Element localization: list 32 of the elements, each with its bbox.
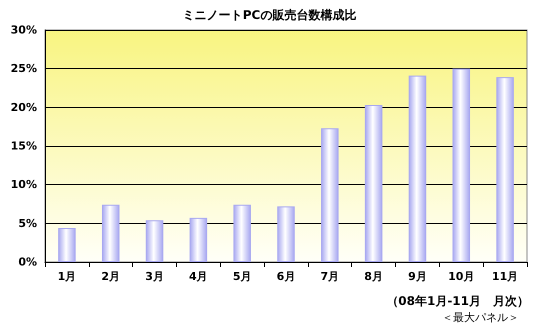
- x-tick-label: 9月: [408, 270, 427, 283]
- x-tick-label: 7月: [320, 270, 340, 283]
- bar: [190, 218, 208, 262]
- bar: [321, 128, 339, 262]
- bar: [496, 77, 514, 262]
- y-tick-label: 10%: [10, 178, 37, 192]
- bar: [58, 228, 76, 262]
- bar: [146, 220, 164, 262]
- y-tick-label: 0%: [18, 256, 37, 268]
- text: （08年1月-11月 月次）: [386, 294, 530, 308]
- bar: [364, 105, 382, 262]
- x-tick-label: 5月: [232, 270, 252, 283]
- bar: [408, 76, 426, 262]
- x-tick-label: 3月: [145, 270, 164, 283]
- y-tick-label: 20%: [10, 100, 37, 114]
- text: ＜最大パネル＞: [442, 311, 519, 324]
- bar: [452, 68, 470, 262]
- y-tick-label: 5%: [18, 216, 37, 230]
- x-tick-label: 10月: [448, 270, 474, 283]
- chart-title: ミニノートPCの販売台数構成比: [182, 8, 356, 22]
- y-tick-label: 25%: [10, 62, 37, 76]
- y-tick-label: 30%: [10, 24, 37, 36]
- x-tick-label: 11月: [492, 270, 518, 283]
- bar: [233, 204, 251, 262]
- bar: [277, 206, 295, 262]
- x-tick-label: 6月: [276, 270, 296, 283]
- x-tick-label: 8月: [364, 270, 383, 283]
- x-tick-label: 1月: [58, 270, 76, 283]
- x-tick-label: 2月: [101, 270, 120, 283]
- bar: [102, 204, 120, 262]
- y-tick-label: 15%: [10, 140, 37, 152]
- x-tick-label: 4月: [189, 270, 208, 283]
